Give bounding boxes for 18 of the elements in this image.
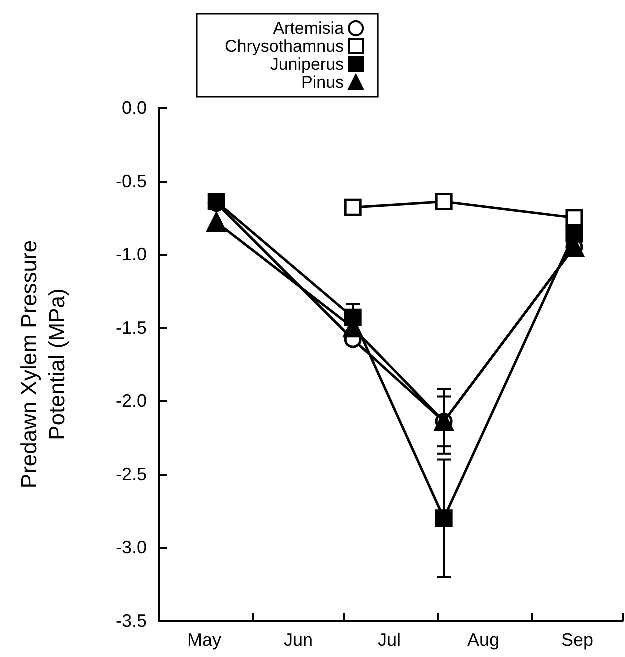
y-axis-title: Predawn Xylem Pressure Potential (MPa) <box>16 240 70 489</box>
legend-label: Juniperus <box>270 55 344 74</box>
y-tick-label: -3.0 <box>116 538 147 558</box>
y-tick-label: -2.5 <box>116 464 147 484</box>
y-tick-label: 0.0 <box>122 98 147 118</box>
y-tick-label: -2.0 <box>116 391 147 412</box>
x-tick-label: Sep <box>561 630 594 650</box>
x-tick-label: Jul <box>378 630 401 650</box>
x-tick-label: Aug <box>467 630 500 650</box>
legend-label: Pinus <box>302 73 344 92</box>
y-tick-label: -1.5 <box>116 318 147 338</box>
y-tick-label: -1.0 <box>116 244 147 265</box>
legend-label: Artemisia <box>273 19 345 38</box>
x-tick-label: May <box>187 630 222 650</box>
x-tick-label: Jun <box>284 630 314 650</box>
y-tick-label: -3.5 <box>116 611 147 631</box>
y-tick-label: -0.5 <box>116 171 147 192</box>
legend-label: Chrysothamnus <box>224 37 344 56</box>
